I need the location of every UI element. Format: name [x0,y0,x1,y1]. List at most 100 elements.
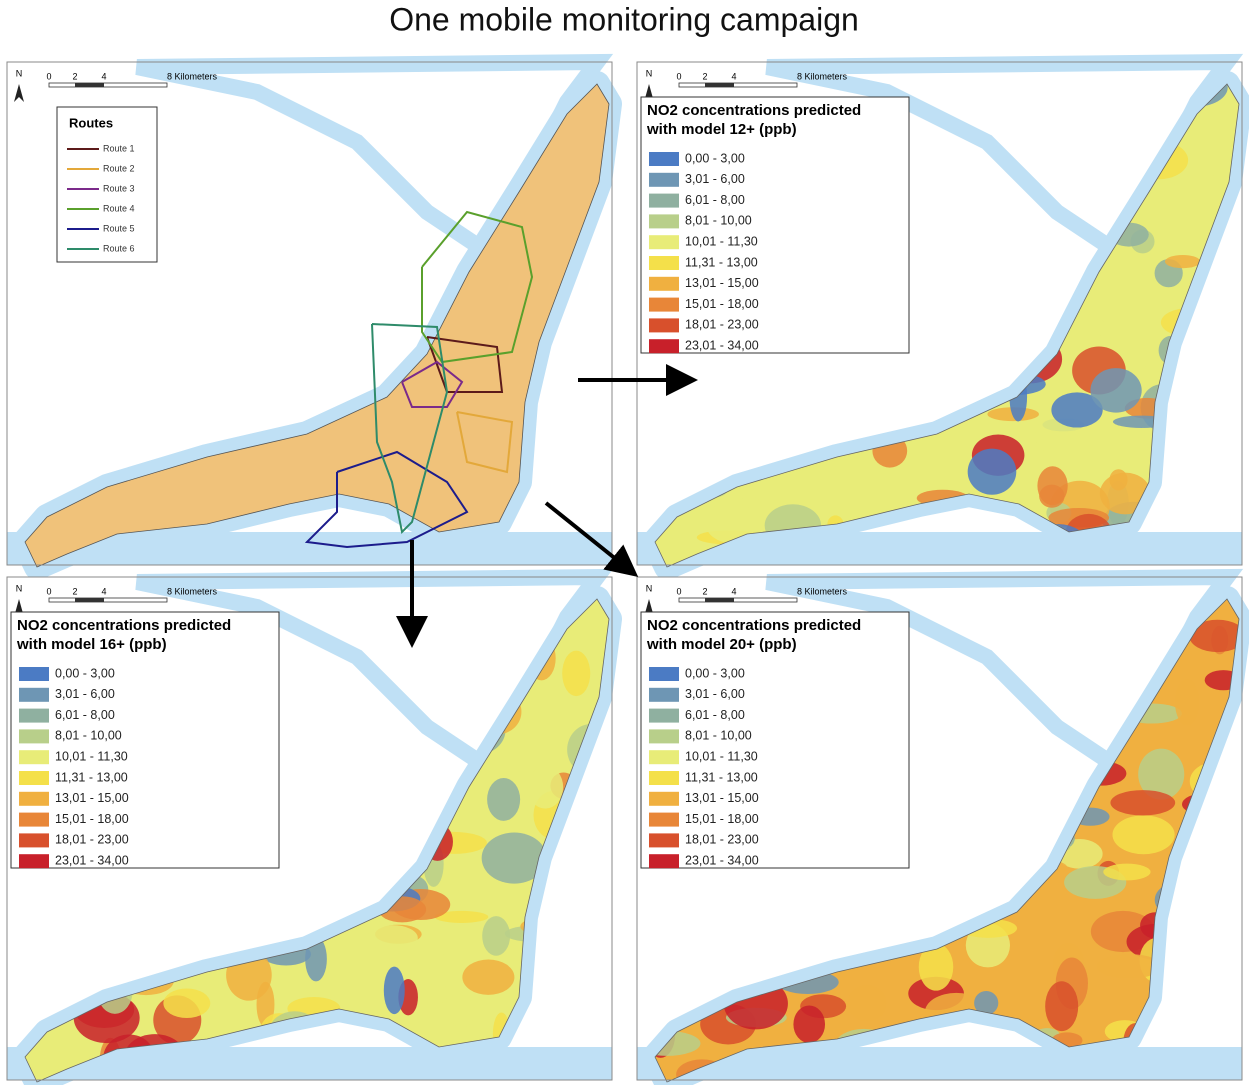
legend-label: 23,01 - 34,00 [55,853,129,867]
legend-swatch [649,667,679,681]
concentration-patch [1051,392,1103,428]
concentration-patch [847,984,887,1022]
scale-label: 4 [731,586,736,596]
concentration-patch [1112,815,1175,855]
legend-label: 13,01 - 15,00 [685,791,759,805]
legend: NO2 concentrations predicted with model 1… [10,611,280,869]
scale-label: 4 [101,71,106,81]
legend-label: 3,01 - 6,00 [55,687,115,701]
legend-swatch [19,812,49,827]
legend-swatch [19,750,49,765]
legend-label: 6,01 - 8,00 [55,708,115,722]
concentration-patch [487,777,521,821]
concentration-patch [974,990,999,1015]
concentration-patch [434,910,489,923]
legend-swatch [649,318,679,333]
legend-swatch [649,771,679,785]
scale-label: 0 [46,586,51,596]
island-outline [24,598,610,1083]
legend-swatch [649,339,679,354]
north-label: N [16,68,23,78]
legend-swatch [19,791,49,806]
route-line [304,450,469,549]
concentration-patch [462,959,515,995]
map-panel: N 0 2 4 8 Kilometers NO2 concentrations predi… [6,568,622,1090]
legend-swatch [649,750,679,765]
concentration-patch [383,966,405,1015]
concentration-patch [1164,254,1201,269]
scale-label: 0 [676,586,681,596]
island-outline [654,83,1240,568]
legend-label: 10,01 - 11,30 [55,749,128,763]
flow-arrow [544,501,639,578]
route-line [426,336,504,393]
legend-label: 13,01 - 15,00 [55,791,129,805]
concentration-patch [1096,954,1162,979]
concentration-patch [366,925,418,951]
concentration-patch [793,1005,826,1044]
legend-label: 6,01 - 8,00 [685,708,745,722]
north-label: N [16,583,23,593]
concentration-patch [163,988,211,1019]
legend-label: 3,01 - 6,00 [685,687,745,701]
legend-swatch [649,193,679,208]
legend-swatch [649,729,679,744]
concentration-patch [481,832,547,884]
panel-border [636,576,1243,1081]
scale-label: 2 [702,586,707,596]
panel-border [6,61,613,566]
legend-box [56,106,158,263]
legend-title: with model 20+ (ppb) [646,636,797,653]
legend-label: 0,00 - 3,00 [685,151,745,165]
legend-swatch [649,297,679,312]
legend-label: 3,01 - 6,00 [685,172,745,186]
legend-label: Route 4 [103,203,135,213]
concentration-patch [918,943,954,991]
legend-label: 18,01 - 23,00 [55,833,129,847]
island-outline [654,598,1240,1083]
concentration-patch [967,448,1017,495]
legend: NO2 concentrations predicted with model 2… [640,611,910,869]
concentration-patch [439,994,476,1029]
map-panel: N 0 2 4 8 Kilometers NO2 concentrations predi… [636,53,1249,580]
scale-bar [678,597,798,603]
legend-swatch [649,235,679,250]
legend-title: NO2 concentrations predicted [17,617,231,634]
map-panel: N 0 2 4 8 Kilometers NO2 concentrations predi… [636,568,1249,1090]
legend-swatch [19,708,49,723]
legend-swatch [19,667,49,681]
concentration-patch [1110,790,1176,816]
panel-border [6,576,613,1081]
figure-title: One mobile monitoring campaign [389,1,859,37]
legend-label: 8,01 - 10,00 [55,729,122,743]
legend-label: 10,01 - 11,30 [685,749,758,763]
route-line [421,210,534,364]
legend-swatch [19,771,49,785]
legend-swatch [649,152,679,166]
legend-swatch [19,833,49,848]
legend-label: 0,00 - 3,00 [685,666,745,680]
scale-label: 2 [702,71,707,81]
legend-box [10,611,280,869]
legend-label: 15,01 - 18,00 [55,812,129,826]
scale-label: 8 Kilometers [167,71,218,81]
scale-bar [678,82,798,88]
legend-label: 8,01 - 10,00 [685,729,752,743]
scale-label: 4 [101,586,106,596]
legend-swatch [649,276,679,291]
panel-border [636,61,1243,566]
scale-label: 4 [731,71,736,81]
scale-bar [705,83,734,87]
concentration-patch [1103,863,1151,881]
scale-label: 8 Kilometers [797,71,848,81]
legend-title: with model 16+ (ppb) [16,636,167,653]
legend: NO2 concentrations predicted with model 1… [640,96,910,354]
legend-title: NO2 concentrations predicted [647,102,861,119]
concentration-patch [705,501,757,543]
legend-swatch [19,687,49,702]
legend-swatch [649,833,679,848]
legend-swatch [649,791,679,806]
legend-label: 23,01 - 34,00 [685,853,759,867]
legend-title: Routes [69,115,113,130]
